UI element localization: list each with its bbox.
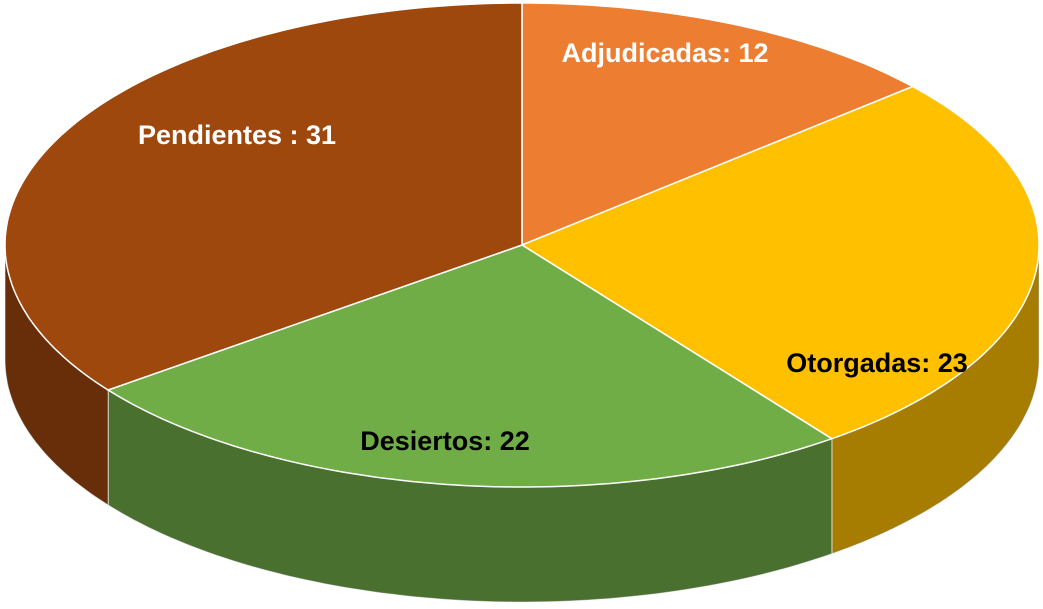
slice (106, 244, 834, 488)
slice (4, 2, 523, 391)
slice (520, 85, 1040, 440)
data-label: Adjudicadas: 12 (561, 38, 768, 68)
slice (521, 2, 915, 247)
slice-side-shade (831, 245, 1039, 554)
slice-side-shade (108, 390, 832, 602)
data-label: Pendientes : 31 (138, 120, 336, 150)
data-label: Otorgadas: 23 (786, 348, 968, 378)
data-label: Desiertos: 22 (360, 426, 530, 456)
slice-side-shade (5, 245, 109, 505)
